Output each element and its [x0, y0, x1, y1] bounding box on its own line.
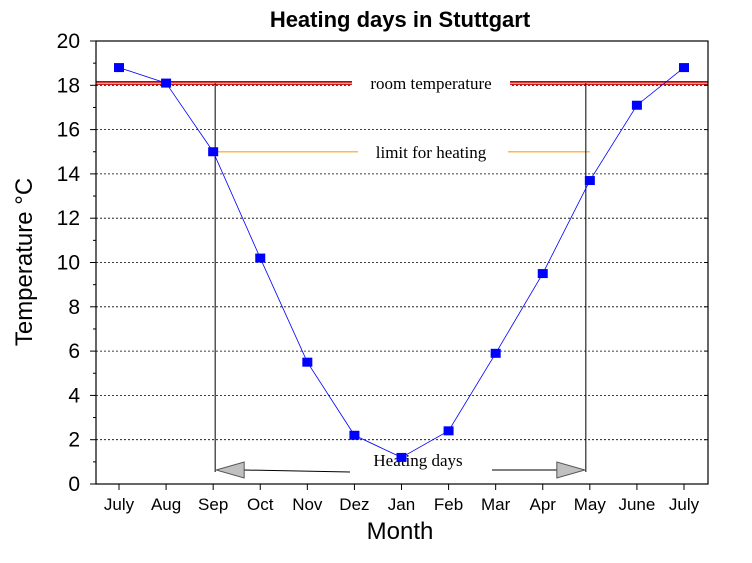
- y-tick-label: 2: [68, 429, 80, 452]
- data-point: [349, 430, 360, 440]
- data-point: [208, 147, 219, 157]
- x-tick-label: Nov: [292, 495, 323, 514]
- chart-title: Heating days in Stuttgart: [270, 7, 531, 32]
- data-point: [396, 452, 407, 462]
- y-tick-label: 8: [68, 296, 80, 319]
- heating-days-label: Heating days: [373, 451, 462, 470]
- y-tick-label: 0: [68, 473, 80, 496]
- data-point: [584, 176, 595, 186]
- x-tick-label: Aug: [151, 495, 181, 514]
- data-point: [302, 357, 313, 367]
- x-tick-label: June: [618, 495, 655, 514]
- room-temperature-label: room temperature: [370, 74, 491, 93]
- heating-arrow-shaft-left: [244, 469, 351, 473]
- x-tick-label: July: [669, 495, 700, 514]
- y-tick-label: 14: [57, 163, 81, 186]
- data-point: [443, 426, 454, 436]
- x-tick-label: May: [574, 495, 607, 514]
- data-point: [537, 269, 548, 279]
- heating-limit-label: limit for heating: [376, 143, 487, 162]
- plot-area: [114, 63, 689, 462]
- data-point: [255, 253, 266, 263]
- data-point: [114, 63, 124, 73]
- y-axis-label: Temperature °C: [11, 178, 38, 346]
- data-point: [631, 100, 642, 110]
- y-tick-label: 10: [57, 252, 80, 275]
- heating-label-background: [358, 140, 508, 163]
- x-axis-label: Month: [367, 518, 434, 545]
- x-tick-label: Feb: [434, 495, 463, 514]
- x-tick-label: Apr: [530, 495, 557, 514]
- y-tick-label: 20: [57, 30, 80, 53]
- x-tick-label: Mar: [481, 495, 511, 514]
- heating-arrow-head-left: [214, 461, 245, 479]
- axes: 0 2 4 6 8 10 12 14 16 18 20 July Aug Sep Oct Nov Dez Jan F…: [57, 30, 709, 514]
- room-label-background: [352, 72, 510, 95]
- y-tick-label: 12: [57, 207, 80, 230]
- y-tick-label: 6: [68, 340, 80, 363]
- reference-lines: room temperature limit for heating Heating…: [96, 72, 708, 479]
- y-tick-label: 18: [57, 74, 80, 97]
- x-tick-label: Dez: [339, 495, 369, 514]
- data-point: [490, 348, 501, 358]
- x-tick-label: July: [104, 495, 135, 514]
- heating-arrow-head-right: [556, 461, 587, 479]
- x-tick-label: Sep: [198, 495, 228, 514]
- heating-days-label-background: [355, 449, 485, 471]
- data-point: [679, 63, 689, 73]
- x-tick-label: Jan: [388, 495, 415, 514]
- x-tick-label: Oct: [247, 495, 274, 514]
- y-tick-label: 4: [68, 384, 80, 407]
- data-point: [161, 78, 172, 88]
- y-tick-label: 16: [57, 119, 80, 142]
